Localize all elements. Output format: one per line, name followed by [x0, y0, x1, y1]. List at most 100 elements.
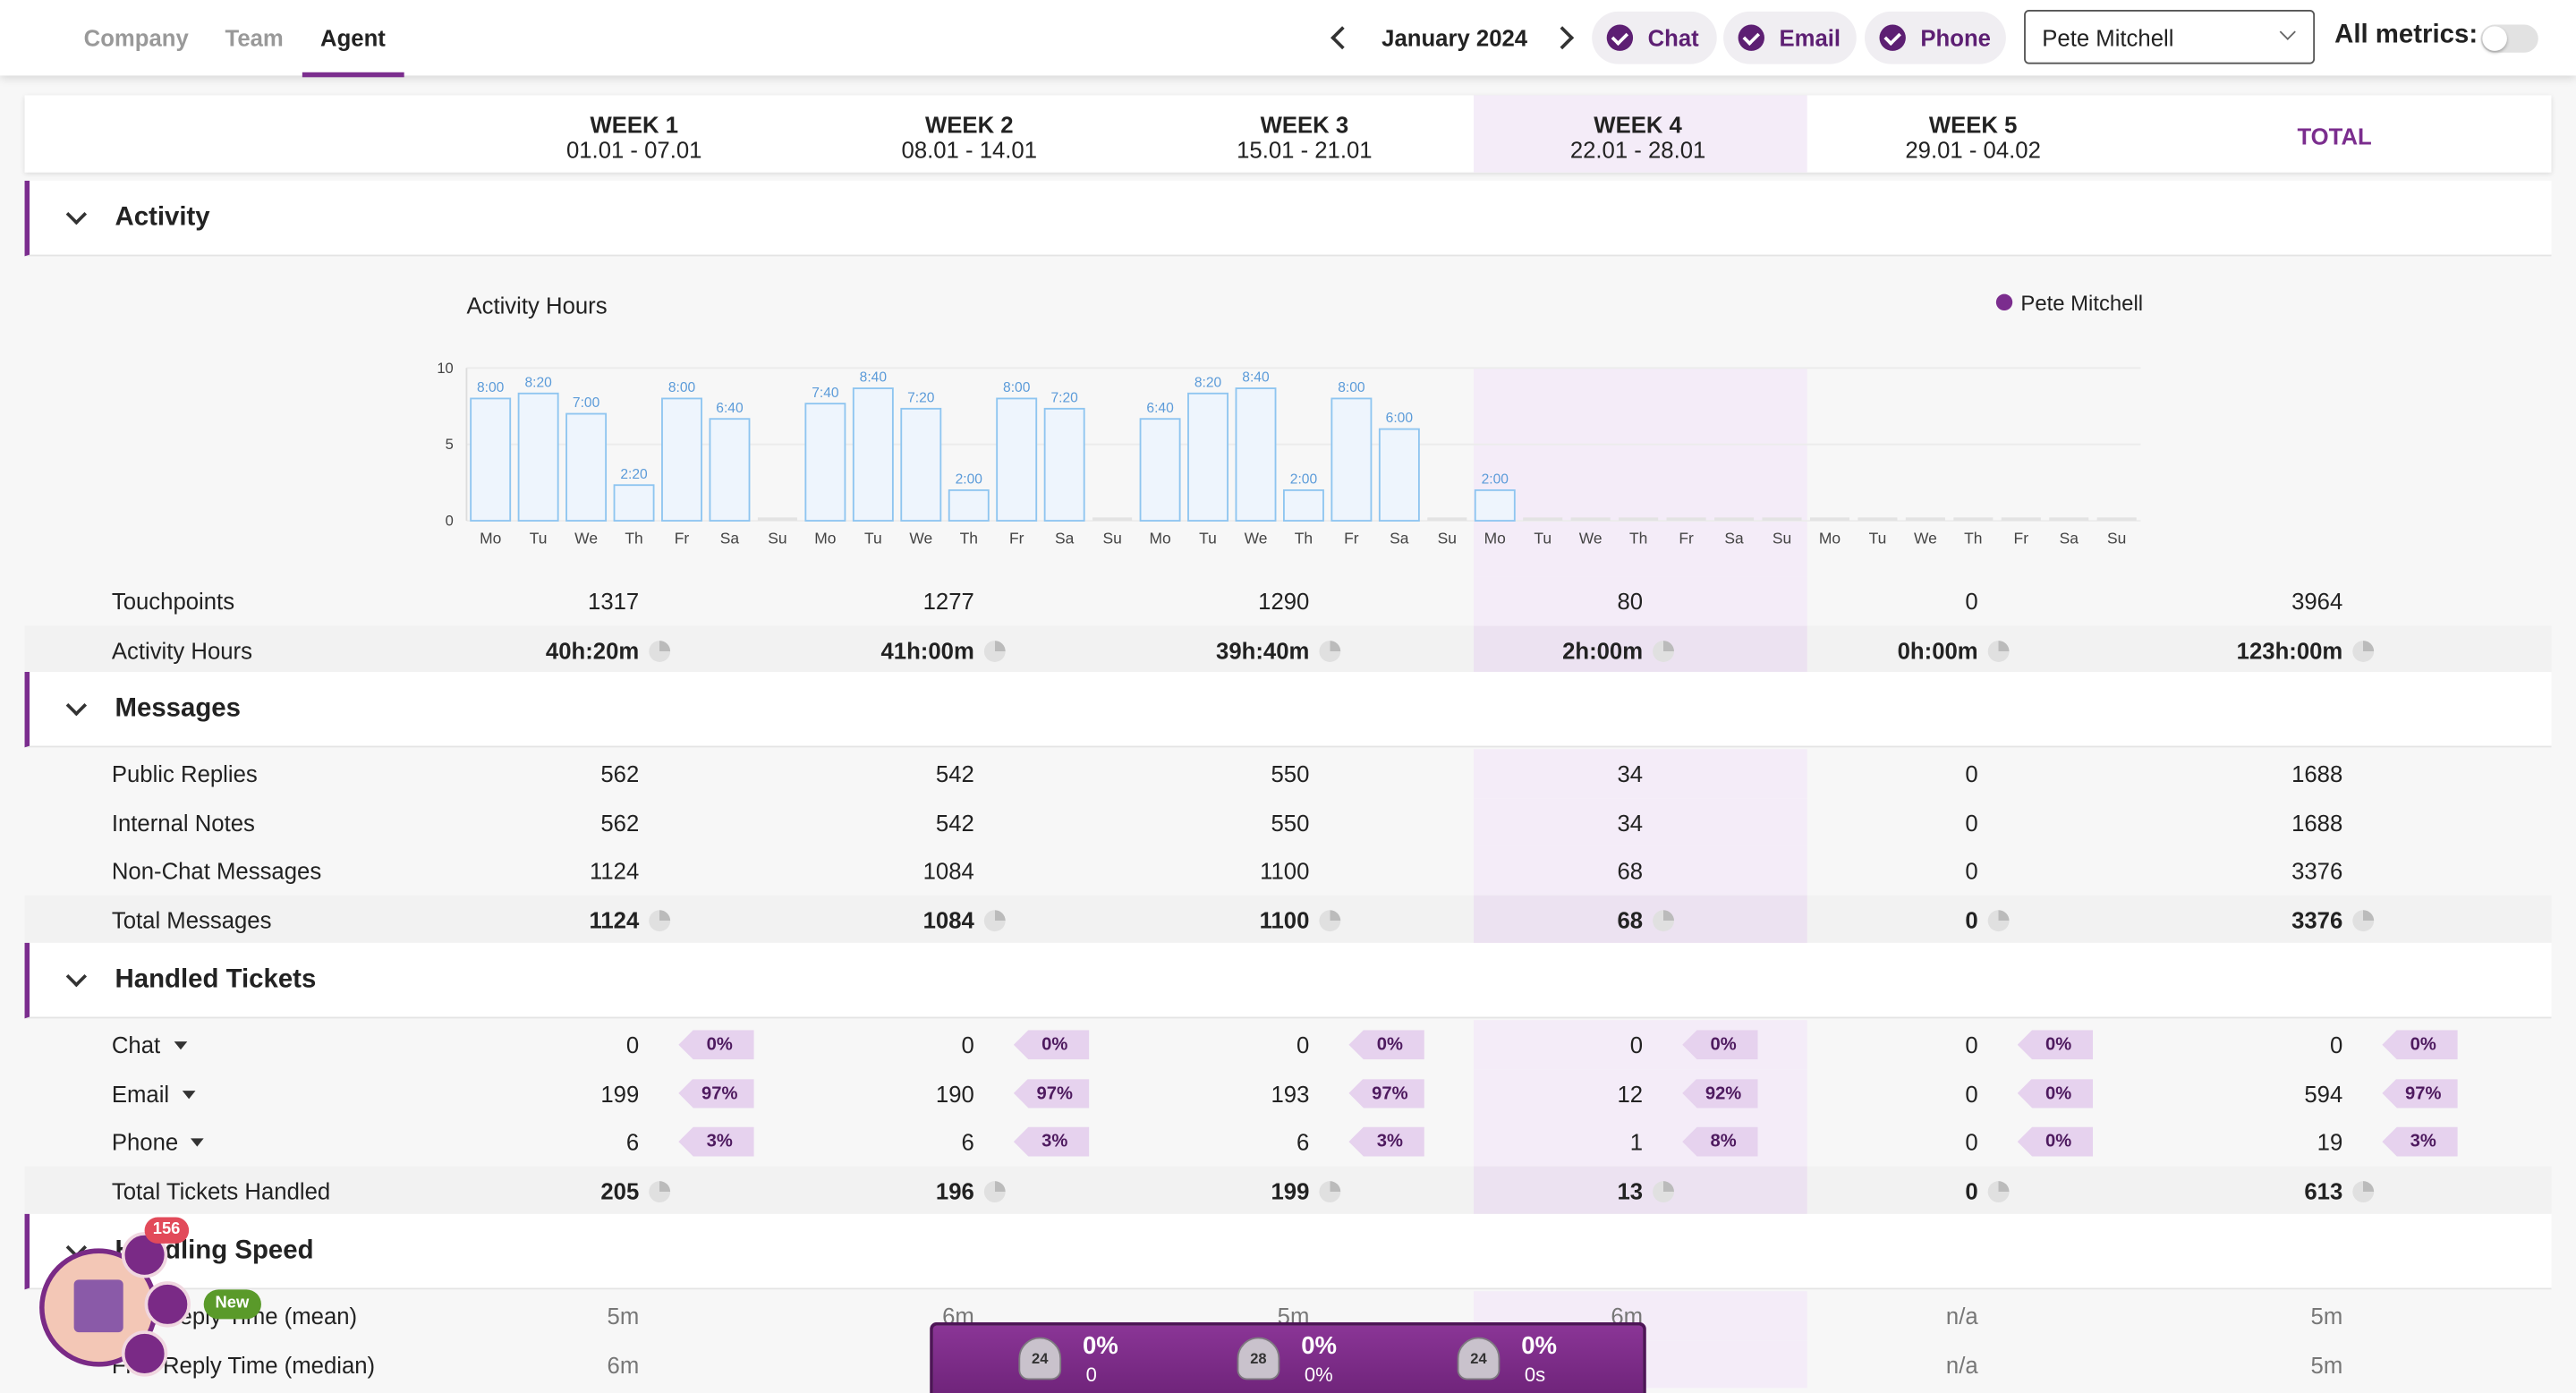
legend-dot [1995, 293, 2013, 311]
table-row: Email 199 97% 190 97% 193 97% 12 92% 0 0% 594 97% [24, 1068, 2552, 1117]
cell-value: n/a [1945, 1351, 1978, 1378]
cell-value: 0 [1965, 1032, 1978, 1058]
all-metrics-label: All metrics: [2334, 21, 2478, 50]
help-button[interactable] [121, 1330, 168, 1377]
share-badge: 0% [2017, 1030, 2094, 1060]
share-pie-icon[interactable] [1653, 640, 1674, 662]
row-dropdown[interactable] [190, 1138, 204, 1147]
cell-value: 0 [1965, 1128, 1978, 1155]
share-pie-icon[interactable] [1653, 1180, 1674, 1202]
month-label: January 2024 [1382, 24, 1528, 51]
value-label: 6:00 [1386, 411, 1414, 426]
share-pie-icon[interactable] [2352, 1180, 2375, 1202]
share-pie-icon[interactable] [1653, 909, 1674, 931]
cell-value: 19 [2317, 1128, 2343, 1155]
channel-chip[interactable]: Phone [1864, 11, 2006, 64]
week-highlight [1473, 797, 1807, 846]
cell-value: 550 [1271, 760, 1310, 787]
rank-trophy: 28 [1237, 1337, 1280, 1380]
cell-value: 196 [935, 1176, 974, 1203]
week-highlight [1473, 95, 1807, 173]
bar [1235, 387, 1277, 522]
cell-value: 1688 [2291, 760, 2343, 787]
share-pie-icon[interactable] [983, 1180, 1006, 1202]
channel-chip[interactable]: Email [1723, 11, 1857, 64]
nav-tab[interactable]: Team [225, 24, 284, 51]
bar [1427, 517, 1467, 522]
share-pie-icon[interactable] [1319, 1180, 1341, 1202]
bar [1619, 517, 1659, 522]
cell-value: 1317 [588, 588, 640, 615]
x-tick-label: We [1579, 530, 1603, 548]
cell-value: 542 [935, 760, 974, 787]
x-tick-label: Su [1102, 530, 1121, 548]
share-pie-icon[interactable] [2352, 909, 2375, 931]
bar [804, 403, 846, 522]
cell-value: 0 [1965, 857, 1978, 884]
settings-button[interactable] [144, 1281, 191, 1328]
check-icon [1738, 24, 1764, 51]
row-label: Chat [111, 1032, 161, 1058]
row-label: Internal Notes [111, 809, 255, 836]
collapse-toggle[interactable] [65, 965, 88, 988]
cell-value: 5m [607, 1303, 640, 1329]
channel-chip[interactable]: Chat [1592, 11, 1717, 64]
cell-value: 1290 [1258, 588, 1310, 615]
table-row: Chat 0 0% 0 0% 0 0% 0 0% 0 0% 0 0% [24, 1020, 2552, 1069]
share-pie-icon[interactable] [649, 640, 671, 662]
share-badge: 97% [2382, 1078, 2458, 1108]
cell-value: 594 [2304, 1080, 2343, 1107]
stat-value: 0% [1521, 1332, 1558, 1361]
section-header: Handled Tickets [24, 942, 2552, 1019]
tab-underline [302, 72, 404, 78]
stats-widget: 24 0% 0 28 0% 0% 24 0% 0s [930, 1322, 1646, 1393]
check-icon [1879, 24, 1906, 51]
share-badge: 3% [1348, 1126, 1424, 1157]
prev-month[interactable] [1331, 26, 1355, 50]
x-tick-label: Fr [2014, 530, 2029, 548]
bar [1666, 517, 1706, 522]
week-highlight [1473, 624, 1807, 674]
row-dropdown[interactable] [182, 1090, 196, 1099]
chart-area [24, 258, 2552, 577]
share-pie-icon[interactable] [1987, 640, 2010, 662]
x-tick-label: Fr [675, 530, 690, 548]
share-pie-icon[interactable] [1987, 909, 2010, 931]
cell-value: 562 [600, 760, 640, 787]
value-label: 6:40 [716, 401, 744, 416]
share-pie-icon[interactable] [1319, 640, 1341, 662]
share-badge: 0% [2017, 1078, 2094, 1108]
x-tick-label: Fr [1679, 530, 1694, 548]
activity-chart: 0 5 10 Mo 8:00 Tu 8:20 We 7:00 Th 2:20 Fr 8:00 Sa 6:40… [437, 360, 2141, 548]
share-pie-icon[interactable] [649, 909, 671, 931]
agent-select[interactable]: Pete Mitchell [2024, 10, 2316, 64]
share-pie-icon[interactable] [1987, 1180, 2010, 1202]
table-row: Internal Notes 562 542 550 34 0 1688 [24, 797, 2552, 846]
stat-value: 0% [1301, 1332, 1338, 1361]
share-pie-icon[interactable] [649, 1180, 671, 1202]
x-tick-label: We [1245, 530, 1268, 548]
nav-tab[interactable]: Company [83, 24, 189, 51]
share-badge: 0% [678, 1030, 754, 1060]
share-pie-icon[interactable] [1319, 909, 1341, 931]
share-pie-icon[interactable] [983, 640, 1006, 662]
week-highlight [1473, 1165, 1807, 1214]
share-pie-icon[interactable] [2352, 640, 2375, 662]
metrics-toggle[interactable] [2480, 24, 2538, 53]
share-pie-icon[interactable] [983, 909, 1006, 931]
next-month[interactable] [1551, 26, 1575, 50]
week-highlight [1473, 576, 1807, 625]
x-tick-label: Tu [530, 530, 548, 548]
cell-value: 6 [961, 1128, 974, 1155]
collapse-toggle[interactable] [65, 203, 88, 225]
collapse-toggle[interactable] [65, 694, 88, 717]
top-bar: Company Team Agent January 2024 Chat Email Pho… [0, 0, 2576, 78]
bar [852, 387, 894, 522]
row-dropdown[interactable] [174, 1041, 188, 1050]
nav-tab[interactable]: Agent [320, 24, 386, 51]
bar [565, 412, 608, 522]
x-tick-label: Th [1295, 530, 1313, 548]
cell-value: 1124 [589, 857, 640, 884]
x-tick-label: Th [1629, 530, 1647, 548]
x-tick-label: Tu [1869, 530, 1887, 548]
